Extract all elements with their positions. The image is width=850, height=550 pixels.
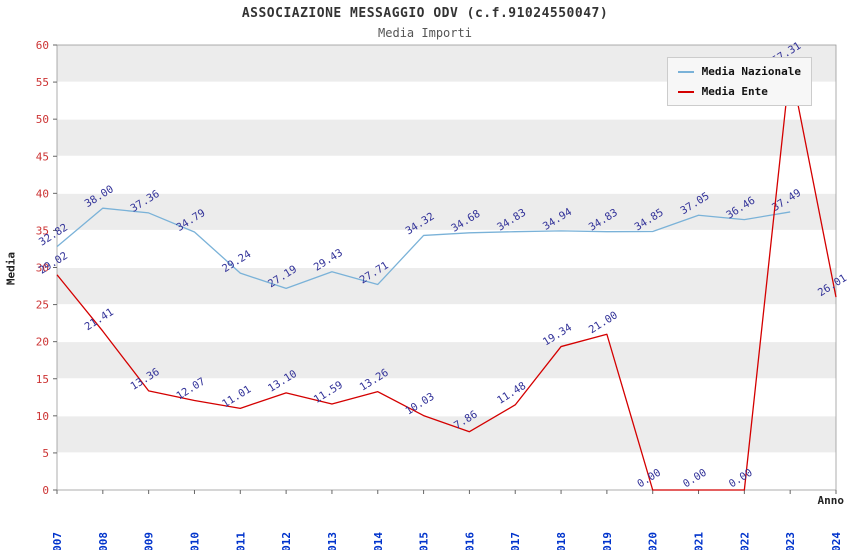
series-line-media-nazionale (56, 207, 791, 289)
y-tick-label: 40 (36, 187, 49, 200)
plot-band (57, 193, 836, 231)
y-tick-label: 60 (36, 39, 49, 52)
x-tick-label: 2022 (738, 532, 751, 550)
y-tick-label: 15 (36, 373, 49, 386)
plot-band (57, 267, 836, 305)
y-tick-label: 30 (36, 262, 49, 275)
y-tick-label: 45 (36, 150, 49, 163)
legend-swatch-media-nazionale (677, 70, 694, 73)
x-tick-label: 2017 (509, 532, 522, 550)
x-tick-label: 2019 (601, 532, 614, 550)
legend-label-media-nazionale: Media Nazionale (701, 65, 801, 78)
legend-item-media-nazionale: Media Nazionale (677, 65, 801, 78)
y-tick-label: 55 (36, 76, 49, 89)
chart-subtitle: Media Importi (378, 26, 472, 40)
x-tick-label: 2024 (830, 532, 843, 550)
y-tick-label: 35 (36, 224, 49, 237)
x-tick-label: 2020 (647, 532, 660, 550)
y-tick-label: 50 (36, 113, 49, 126)
y-tick-label: 20 (36, 336, 49, 349)
legend-item-media-ente: Media Ente (677, 85, 801, 98)
y-tick-label: 25 (36, 299, 49, 312)
plot-band (57, 119, 836, 157)
x-tick-label: 2009 (143, 532, 156, 550)
x-tick-label: 2023 (784, 532, 797, 550)
x-tick-label: 2018 (555, 532, 568, 550)
x-tick-label: 2008 (97, 532, 110, 550)
x-tick-label: 2010 (188, 532, 201, 550)
plot-band (57, 378, 836, 416)
legend-swatch-media-ente (677, 90, 694, 93)
plot-band (57, 341, 836, 379)
plot-band (57, 230, 836, 268)
x-tick-label: 2013 (326, 532, 339, 550)
y-tick-label: 5 (42, 447, 49, 460)
x-tick-label: 2015 (418, 532, 431, 550)
x-axis-title: Anno (817, 494, 845, 507)
x-tick-label: 2011 (234, 532, 247, 550)
x-tick-label: 2007 (51, 532, 64, 550)
x-tick-label: 2014 (372, 532, 385, 550)
legend-label-media-ente: Media Ente (701, 85, 768, 98)
legend: Media Nazionale Media Ente (666, 57, 812, 106)
x-tick-label: 2016 (463, 532, 476, 550)
x-tick-label: 2021 (693, 532, 706, 550)
y-tick-label: 0 (42, 484, 49, 497)
y-tick-label: 10 (36, 410, 49, 423)
series-line-media-ente (56, 64, 837, 491)
plot-band (57, 156, 836, 194)
plot-band (57, 304, 836, 342)
plot-band (57, 452, 836, 490)
x-tick-label: 2012 (280, 532, 293, 550)
chart-title: ASSOCIAZIONE MESSAGGIO ODV (c.f.91024550… (241, 6, 609, 21)
plot-band (57, 415, 836, 453)
